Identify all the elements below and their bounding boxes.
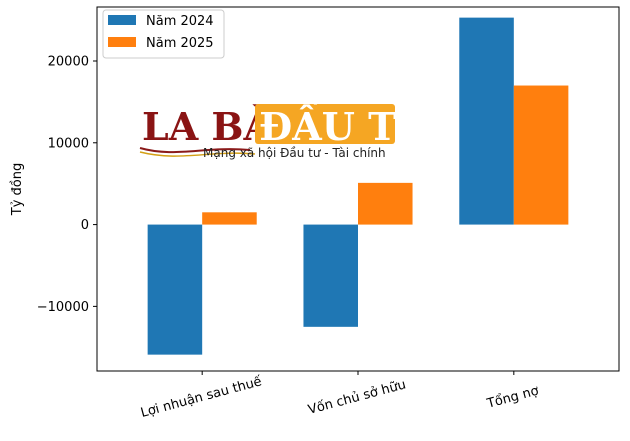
y-axis-label: Tỷ đồng [10, 163, 25, 216]
watermark-brand-right: ĐẦU TƯ [259, 100, 436, 149]
watermark-brand-right-background [255, 104, 395, 144]
y-axis-ticks: −10000 0 10000 20000 [37, 54, 97, 315]
bar-2-3 [513, 85, 569, 225]
legend-swatch [108, 37, 136, 47]
x-tick-label: Tổng nợ [485, 384, 541, 412]
y-tick-label: −10000 [37, 300, 89, 315]
legend-swatch [108, 15, 136, 25]
watermark-tagline: Mạng xã hội Đầu tư - Tài chính [203, 146, 386, 160]
bar-1-2 [303, 224, 358, 327]
bar-1-3 [459, 17, 514, 225]
legend: Năm 2024 Năm 2025 [102, 9, 225, 59]
x-axis-ticks: Lợi nhuận sau thuế Vốn chủ sở hữu Tổng nợ [139, 371, 540, 421]
x-tick-label: Lợi nhuận sau thuế [139, 374, 263, 421]
watermark-logo: LA BÀN ĐẦU TƯ Mạng xã hội Đầu tư - Tài c… [139, 100, 436, 160]
bar-2-1 [202, 212, 257, 225]
bars-group [147, 17, 569, 355]
bar-2-2 [358, 182, 413, 225]
y-tick-label: 0 [81, 218, 89, 233]
y-tick-label: 20000 [48, 54, 89, 69]
y-tick-label: 10000 [48, 136, 89, 151]
bar-1-1 [147, 224, 203, 355]
x-tick-label: Vốn chủ sở hữu [307, 377, 408, 418]
legend-label: Năm 2025 [146, 36, 214, 51]
legend-label: Năm 2024 [146, 14, 214, 29]
